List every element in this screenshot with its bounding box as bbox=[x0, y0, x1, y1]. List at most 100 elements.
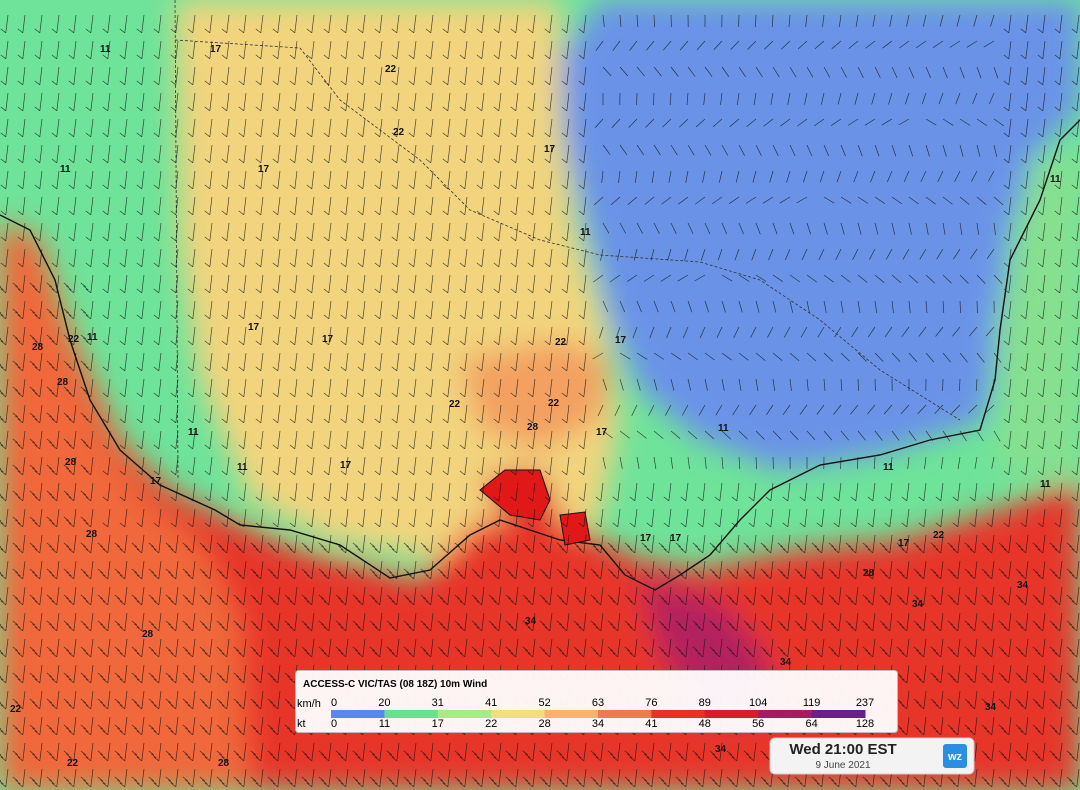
wind-barb bbox=[459, 196, 468, 216]
wind-barb bbox=[63, 274, 77, 294]
wind-barb bbox=[907, 456, 910, 469]
logo-text[interactable]: wz bbox=[947, 751, 963, 763]
wind-barb bbox=[539, 742, 553, 762]
wind-barb bbox=[1071, 352, 1080, 372]
wind-barb bbox=[561, 14, 570, 34]
wind-barb bbox=[459, 352, 468, 372]
wind-barb bbox=[578, 170, 587, 190]
wind-barb bbox=[823, 430, 833, 441]
wind-barb bbox=[221, 40, 230, 60]
wind-barb bbox=[272, 456, 281, 476]
wind-barb bbox=[221, 508, 230, 528]
wind-barb bbox=[408, 66, 417, 86]
wind-barb bbox=[726, 586, 740, 606]
wind-barb bbox=[1037, 300, 1046, 320]
wind-barb bbox=[896, 534, 910, 554]
wind-barb bbox=[119, 274, 128, 294]
logo[interactable] bbox=[943, 744, 967, 768]
wind-barb bbox=[794, 586, 808, 606]
wind-barb bbox=[216, 690, 230, 710]
wind-barb bbox=[289, 300, 298, 320]
wind-barb bbox=[85, 14, 94, 34]
wind-barb bbox=[700, 248, 706, 261]
wind-barb bbox=[959, 118, 971, 126]
wind-barb bbox=[1020, 300, 1029, 320]
wind-barb bbox=[561, 352, 570, 372]
wind-barb bbox=[425, 144, 434, 164]
wind-barb bbox=[408, 430, 417, 450]
wind-barb bbox=[272, 404, 281, 424]
wind-barb bbox=[1054, 170, 1063, 190]
wind-barb bbox=[272, 482, 281, 502]
wind-barb bbox=[1015, 664, 1029, 684]
wind-barb bbox=[170, 326, 179, 346]
wind-barb bbox=[29, 326, 43, 346]
wind-barb bbox=[1020, 248, 1029, 268]
wind-barb bbox=[1032, 560, 1046, 580]
wind-barb bbox=[170, 482, 179, 502]
wind-barb bbox=[238, 222, 247, 242]
wind-barb bbox=[1071, 248, 1080, 268]
wind-barb bbox=[760, 586, 774, 606]
wind-barb bbox=[352, 586, 366, 606]
wind-barb bbox=[136, 222, 145, 242]
wind-barb bbox=[981, 690, 995, 710]
wind-barb bbox=[850, 404, 859, 415]
wind-barb bbox=[1037, 326, 1046, 346]
wind-barb bbox=[335, 560, 349, 580]
wind-barb bbox=[782, 508, 791, 528]
wind-barb bbox=[850, 482, 859, 502]
wind-barb bbox=[136, 144, 145, 164]
wind-barb bbox=[811, 612, 825, 632]
wind-barb bbox=[340, 144, 349, 164]
wind-barb bbox=[119, 326, 128, 346]
wind-barb bbox=[374, 196, 383, 216]
wind-barb bbox=[199, 716, 213, 736]
wind-barb bbox=[983, 40, 995, 48]
wind-barb bbox=[819, 170, 825, 183]
wind-barb bbox=[289, 326, 298, 346]
wind-barb bbox=[857, 456, 859, 470]
wind-barb bbox=[233, 560, 247, 580]
wind-barb bbox=[85, 66, 94, 86]
wind-barb bbox=[1054, 274, 1063, 294]
wind-barb bbox=[119, 118, 128, 138]
wind-barb bbox=[743, 768, 757, 788]
wind-barb bbox=[97, 742, 111, 762]
wind-barb bbox=[578, 92, 587, 112]
wind-barb bbox=[1003, 170, 1012, 190]
wind-barb bbox=[85, 222, 94, 242]
wind-barb bbox=[476, 248, 485, 268]
wind-barb bbox=[131, 742, 145, 762]
wind-barb bbox=[527, 14, 536, 34]
wind-barb bbox=[63, 482, 77, 502]
wind-barb bbox=[556, 638, 570, 658]
wind-barb bbox=[284, 560, 298, 580]
wind-barb bbox=[675, 586, 689, 606]
wind-barb bbox=[323, 40, 332, 60]
wind-barb bbox=[80, 716, 94, 736]
wind-barb bbox=[745, 196, 757, 204]
wind-barb bbox=[267, 534, 281, 554]
wind-barb bbox=[357, 144, 366, 164]
colorbar-segment bbox=[491, 710, 546, 718]
wind-barb bbox=[901, 508, 910, 528]
wind-barb bbox=[668, 170, 672, 183]
wind-barb bbox=[636, 352, 648, 360]
wind-barb bbox=[153, 326, 162, 346]
wind-barb bbox=[352, 638, 366, 658]
wind-barb bbox=[658, 612, 672, 632]
wind-barb bbox=[80, 352, 94, 372]
wind-barb bbox=[493, 196, 502, 216]
wind-barb bbox=[454, 534, 468, 554]
wind-barb bbox=[102, 274, 111, 294]
wind-barb bbox=[573, 638, 587, 658]
wind-barb bbox=[131, 664, 145, 684]
wind-barb bbox=[857, 300, 861, 313]
wind-barb bbox=[578, 482, 587, 502]
wind-barb bbox=[804, 92, 808, 105]
time-panel: Wed 21:00 EST 9 June 2021 wz bbox=[769, 737, 975, 775]
wind-barb bbox=[221, 66, 230, 86]
wind-barb bbox=[539, 586, 553, 606]
wind-barb bbox=[874, 196, 886, 204]
